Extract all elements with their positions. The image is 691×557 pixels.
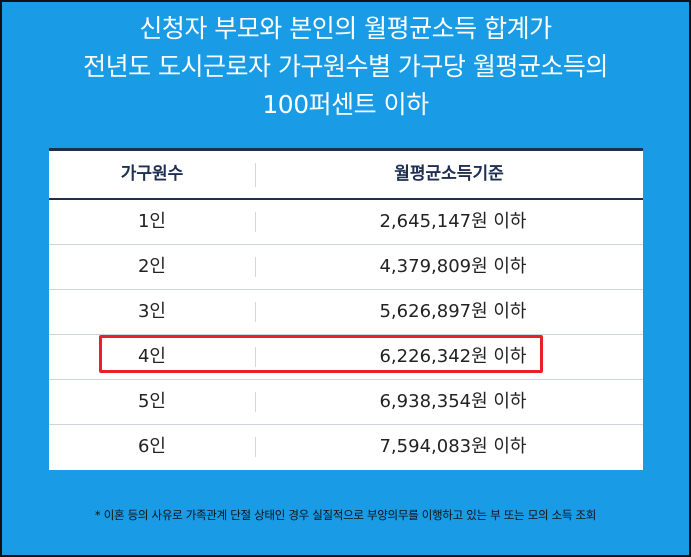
members-cell: 4인 [137, 346, 166, 367]
income-cell: 2,645,147원 이하 [379, 211, 527, 232]
column-divider [255, 257, 256, 277]
headline-line-2: 전년도 도시근로자 가구원수별 가구당 월평균소득의 [83, 52, 608, 81]
column-divider [255, 302, 256, 322]
footnote: * 이혼 등의 사유로 가족관계 단절 상태인 경우 실질적으로 부양의무를 이… [94, 508, 597, 522]
table-row: 6인 7,594,083원 이하 [49, 425, 643, 470]
members-cell: 5인 [137, 391, 166, 412]
income-cell: 5,626,897원 이하 [379, 301, 527, 322]
column-divider [255, 437, 256, 457]
header-members: 가구원수 [120, 164, 184, 184]
column-divider [255, 212, 256, 232]
income-cell: 7,594,083원 이하 [379, 436, 527, 457]
headline-line-1: 신청자 부모와 본인의 월평균소득 합계가 [139, 14, 552, 43]
column-divider [255, 163, 256, 187]
table-row: 1인 2,645,147원 이하 [49, 200, 643, 245]
table-row: 2인 4,379,809원 이하 [49, 245, 643, 290]
table-row: 5인 6,938,354원 이하 [49, 380, 643, 425]
headline: 신청자 부모와 본인의 월평균소득 합계가 전년도 도시근로자 가구원수별 가구… [2, 10, 689, 124]
income-table: 가구원수 월평균소득기준 1인 2,645,147원 이하 2인 4,379,8… [49, 148, 643, 470]
members-cell: 6인 [137, 436, 166, 457]
table-row: 3인 5,626,897원 이하 [49, 290, 643, 335]
members-cell: 3인 [137, 301, 166, 322]
headline-line-3: 100퍼센트 이하 [262, 90, 429, 119]
income-cell: 6,938,354원 이하 [379, 391, 527, 412]
column-divider [255, 392, 256, 412]
members-cell: 2인 [137, 256, 166, 277]
highlight-box [99, 335, 543, 373]
header-income: 월평균소득기준 [394, 164, 504, 184]
income-cell: 4,379,809원 이하 [379, 256, 527, 277]
table-row-highlighted: 4인 6,226,342원 이하 [49, 335, 643, 380]
income-cell: 6,226,342원 이하 [379, 346, 527, 367]
table-header: 가구원수 월평균소득기준 [49, 148, 643, 200]
column-divider [255, 347, 256, 367]
members-cell: 1인 [137, 211, 166, 232]
